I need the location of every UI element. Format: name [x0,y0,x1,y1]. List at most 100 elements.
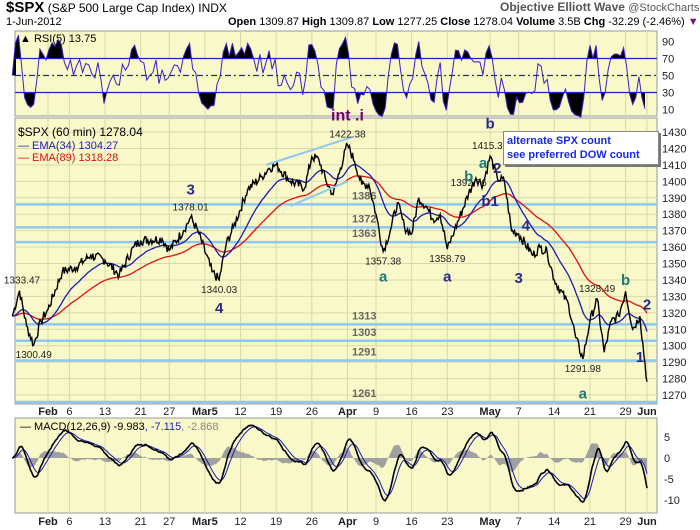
macd-signal-value: , -7.115 [145,421,182,433]
support-label: 1303 [352,327,376,339]
x-tick-label: 13 [99,406,111,418]
support-label: 1313 [352,310,376,322]
date: 1-Jun-2012 [6,16,62,28]
rsi-tick-label: 50 [662,71,674,83]
wave-label: a [443,269,452,286]
price-tick-label: 1360 [662,242,686,254]
macd-legend: — MACD(12,26,9) -9.983, -7.115, -2.868 [20,421,219,433]
trendline [265,135,353,166]
price-tick-label: 1340 [662,275,686,287]
price-tick-label: 1280 [662,374,686,386]
price-label: 1300.49 [16,350,53,361]
x-tick-label: 14 [548,516,560,528]
macd-signal-line [12,426,648,500]
support-label: 1291 [352,346,376,358]
x-tick-label: 19 [270,516,282,528]
price-tick-label: 1300 [662,341,686,353]
macd-panel [14,417,658,514]
x-tick-label: 26 [306,406,318,418]
price-tick-label: 1380 [662,209,686,221]
x-tick-label: 12 [234,406,246,418]
price-label: 1328.49 [579,284,616,295]
x-tick-label: Jun [637,406,657,418]
x-tick-label: 7 [516,516,522,528]
x-tick-label: May [479,406,501,418]
x-tick-label: 6 [66,406,72,418]
wave-label: a [579,385,588,402]
x-tick-label: 27 [163,406,175,418]
rsi-line [11,35,646,118]
price-tick-label: 1350 [662,259,686,271]
x-tick-label: 14 [548,406,560,418]
price-legend: $SPX (60 min) 1278.04 [18,125,143,139]
rsi-legend: ▲ RSI(5) 13.75 [20,33,96,45]
x-tick-label: 29 [619,516,631,528]
x-tick-label: Feb [38,516,58,528]
x-tick-label: 23 [441,406,453,418]
wave-label: b [464,168,473,185]
price-label: 1291.98 [565,364,602,375]
x-tick-label: Mar5 [192,406,218,418]
x-tick-label: 16 [406,406,418,418]
x-tick-label: Jun [637,516,657,528]
price-panel [14,117,658,405]
x-tick-label: 27 [163,516,175,528]
macd-legend-name: — MACD(12,26,9) -9.983 [20,421,145,433]
x-tick-label: Apr [338,406,358,418]
x-tick-label: 12 [234,516,246,528]
x-tick-label: 6 [66,516,72,528]
title: $SPX (S&P 500 Large Cap Index) INDX [6,0,227,16]
price-tick-label: 1290 [662,357,686,369]
x-tick-label: 26 [306,516,318,528]
macd-hist-value: , -2.868 [181,421,218,433]
x-tick-label: 16 [406,516,418,528]
x-tick-label: 13 [99,516,111,528]
x-tick-label: 21 [584,406,596,418]
ema34-line [12,163,648,332]
x-tick-label: Apr [338,516,358,528]
x-tick-label: Mar5 [192,516,218,528]
macd-tick-label: -10 [664,495,680,507]
x-tick-label: 23 [441,516,453,528]
x-tick-label: 29 [619,406,631,418]
x-tick-label: Feb [38,406,58,418]
price-tick-label: 1310 [662,324,686,336]
x-tick-label: May [479,516,501,528]
wave-label: 3 [186,181,194,198]
rsi-tick-label: 70 [662,54,674,66]
price-label: 1415.32 [472,141,509,152]
price-label: 1378.01 [173,202,210,213]
annotation-box: alternate SPX count see preferred DOW cou… [503,131,659,165]
macd-line [11,424,648,504]
price-label: 1340.03 [201,285,238,296]
wave-label: b [486,116,495,133]
price-label: 1357.38 [365,256,402,267]
price-tick-label: 1270 [662,390,686,402]
price-tick-label: 1320 [662,308,686,320]
macd-tick-label: 0 [664,453,670,465]
rsi-tick-label: 10 [662,105,674,117]
price-tick-label: 1420 [662,143,686,155]
brand: Objective Elliott Wave @StockCharts.com [500,0,700,15]
price-tick-label: 1430 [662,127,686,139]
macd-tick-label: -5 [664,474,674,486]
support-label: 1363 [352,228,376,240]
macd-tick-label: 5 [664,432,670,444]
x-tick-label: 9 [373,516,379,528]
price-label: 1392.76 [451,178,488,189]
wave-label: 1 [636,349,644,366]
x-tick-label: 7 [516,406,522,418]
wave-label: 2 [493,160,501,177]
price-tick-label: 1400 [662,176,686,188]
wave-label: 3 [514,270,522,287]
x-tick-label: 19 [270,406,282,418]
price-tick-label: 1410 [662,160,686,172]
x-tick-label: 21 [584,516,596,528]
wave-label: 4 [522,218,531,235]
wave-label: 2 [643,297,651,314]
trendline [290,180,348,207]
price-line [11,142,648,382]
price-tick-label: 1330 [662,291,686,303]
